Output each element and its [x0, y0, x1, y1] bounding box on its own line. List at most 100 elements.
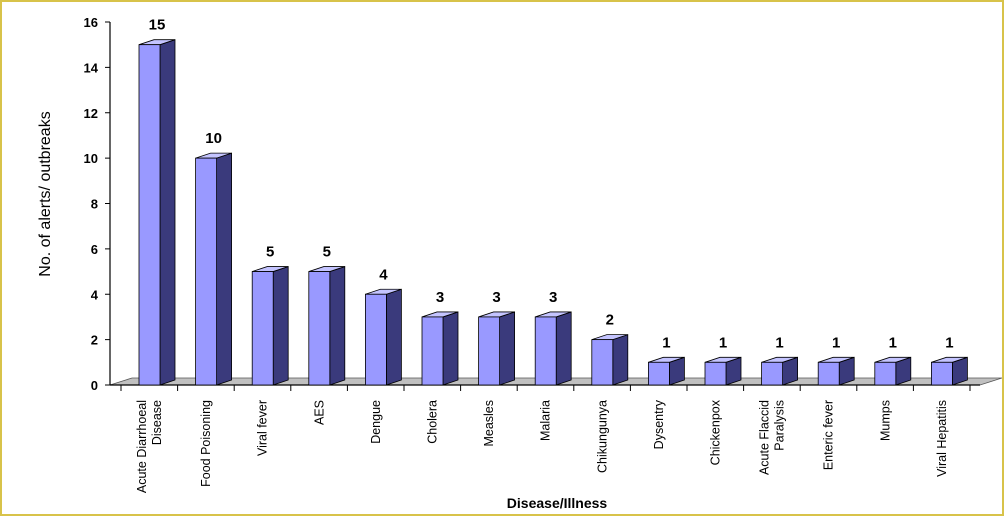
category-label-line: Mumps [878, 400, 892, 441]
bar [704, 356, 742, 386]
bar [534, 311, 572, 386]
category-label: Food Poisoning [199, 400, 213, 487]
category-label-line: Dysentry [652, 399, 666, 449]
bar [308, 266, 346, 386]
category-label: Chickenpox [709, 399, 723, 465]
bar-front [534, 316, 557, 386]
bar-front [421, 316, 444, 386]
bar [817, 356, 855, 386]
bar [364, 288, 402, 386]
bar-side [216, 152, 233, 386]
data-label: 1 [719, 334, 727, 351]
category-label-line: Cholera [426, 400, 440, 444]
bar-front [817, 361, 840, 386]
category-label-line: Enteric fever [822, 400, 836, 470]
bar-front [931, 361, 953, 386]
y-tick-label: 2 [91, 333, 98, 348]
category-label-line: AES [312, 400, 326, 425]
data-label: 3 [549, 289, 557, 306]
data-label: 1 [945, 334, 953, 351]
bar [251, 266, 289, 386]
data-label: 3 [436, 289, 444, 306]
bar-front [195, 157, 218, 386]
data-label: 1 [889, 334, 897, 351]
data-label: 5 [323, 244, 331, 261]
bar [421, 311, 459, 386]
category-label: Viral Hepatitis [935, 400, 949, 477]
category-labels: Acute DiarrhoealDisease Food Poisoning Vir… [135, 399, 949, 493]
bar [648, 356, 685, 386]
data-label: 5 [266, 244, 274, 261]
bar [931, 356, 968, 386]
bar-front [478, 316, 501, 386]
bar [874, 356, 912, 386]
category-label-line: Viral Hepatitis [935, 400, 949, 477]
bars [138, 39, 968, 386]
category-label-line: Chikungunya [595, 400, 609, 473]
y-tick-label: 0 [91, 378, 98, 393]
category-label-line: Malaria [539, 400, 553, 441]
category-label-line: Acute Diarrhoeal [135, 400, 149, 493]
data-label: 1 [832, 334, 840, 351]
category-label: Acute FlaccidParalysis [758, 400, 787, 475]
bar-side [272, 266, 289, 386]
category-label: Acute DiarrhoealDisease [135, 400, 164, 493]
bar-side [329, 266, 346, 386]
category-label-line: Dengue [369, 400, 383, 444]
y-tick-label: 16 [84, 15, 98, 30]
bar-side [159, 39, 176, 386]
x-axis-title: Disease/Illness [507, 495, 608, 511]
data-label: 15 [149, 17, 166, 34]
data-label: 2 [606, 312, 614, 329]
category-label: Malaria [539, 400, 553, 441]
category-label-line: Paralysis [773, 400, 787, 451]
category-label: Mumps [878, 400, 892, 441]
bar [478, 311, 515, 386]
category-label: Viral fever [256, 400, 270, 456]
bar [761, 356, 798, 386]
bar-front [138, 44, 161, 386]
category-label: Chikungunya [595, 400, 609, 473]
y-tick-label: 10 [84, 151, 98, 166]
bar [138, 39, 176, 386]
data-label: 1 [775, 334, 783, 351]
y-tick-label: 4 [91, 287, 99, 302]
category-label-line: Disease [150, 400, 164, 445]
data-labels: 15 10 5 5 4 3 3 3 2 1 1 1 1 1 1 [149, 17, 954, 352]
bar-side [442, 311, 459, 386]
bar-front [251, 271, 274, 386]
y-tick-label: 6 [91, 242, 98, 257]
category-label: Enteric fever [822, 400, 836, 470]
bar-front [761, 361, 783, 386]
data-label: 10 [205, 130, 222, 147]
category-label: Dysentry [652, 399, 666, 449]
bar-front [364, 293, 387, 386]
bar-side [555, 311, 572, 386]
bar-front [874, 361, 897, 386]
bar-side [499, 311, 515, 386]
bar [195, 152, 233, 386]
category-label: AES [312, 400, 326, 425]
bar-side [612, 334, 629, 386]
bar [591, 334, 629, 386]
category-label: Dengue [369, 400, 383, 444]
category-label: Cholera [426, 400, 440, 444]
y-tick-label: 8 [91, 197, 98, 212]
category-label-line: Food Poisoning [199, 400, 213, 487]
y-tick-label: 12 [84, 106, 98, 121]
y-axis-title: No. of alerts/ outbreaks [37, 111, 54, 276]
bar-side [385, 288, 402, 386]
data-label: 3 [492, 289, 500, 306]
y-tick-label: 14 [84, 60, 99, 75]
category-label-line: Viral fever [256, 400, 270, 456]
category-label-line: Acute Flaccid [758, 400, 772, 475]
bar-front [648, 361, 670, 386]
data-label: 4 [379, 266, 388, 283]
bar-front [591, 339, 614, 386]
bar-front [308, 271, 331, 386]
bar-front [704, 361, 727, 386]
category-label-line: Measles [482, 400, 496, 447]
data-label: 1 [662, 334, 670, 351]
